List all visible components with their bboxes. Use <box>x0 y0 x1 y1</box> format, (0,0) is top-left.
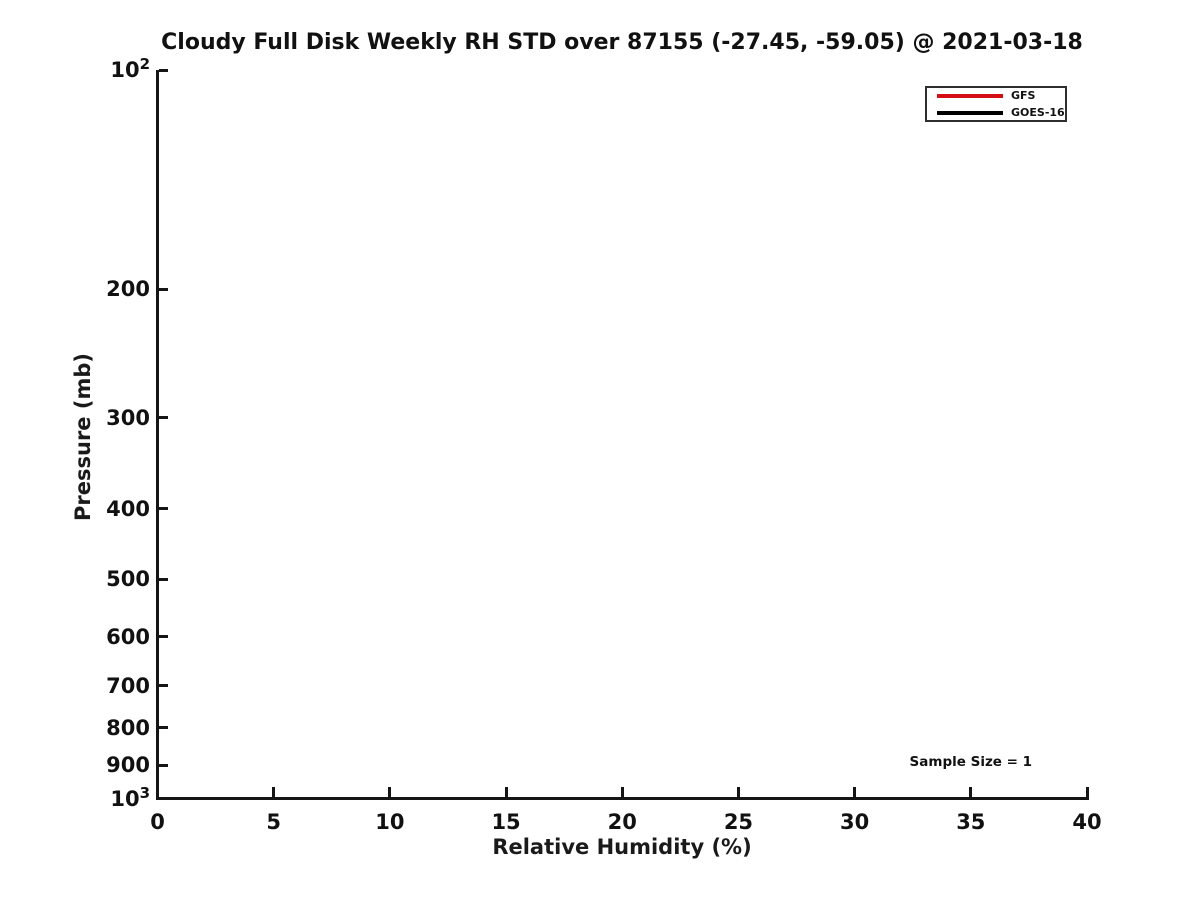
y-tick-mark <box>159 416 168 420</box>
y-tick-mark <box>159 577 168 581</box>
x-axis-line <box>156 797 1089 800</box>
y-axis-line <box>156 70 159 800</box>
legend: GFS GOES-16 <box>925 86 1067 122</box>
y-tick-mark <box>159 797 168 800</box>
y-axis-label: Pressure (mb) <box>71 353 95 521</box>
x-axis-label: Relative Humidity (%) <box>492 835 752 859</box>
chart-title: Cloudy Full Disk Weekly RH STD over 8715… <box>161 30 1083 55</box>
y-tick-label: 300 <box>106 405 150 430</box>
x-tick-label: 25 <box>723 810 754 834</box>
x-tick-label: 30 <box>840 810 870 834</box>
x-tick-mark <box>620 787 624 797</box>
x-tick-mark <box>272 787 276 797</box>
y-tick-mark <box>159 507 168 511</box>
x-tick-label: 5 <box>266 810 281 834</box>
x-tick-label: 15 <box>491 810 521 834</box>
y-tick-label: 400 <box>106 496 150 521</box>
tick-exponent: 3 <box>139 783 150 802</box>
y-tick-mark <box>159 68 168 72</box>
x-tick-label: 20 <box>607 810 637 834</box>
x-tick-mark <box>853 787 857 797</box>
y-tick-label: 200 <box>106 277 150 302</box>
legend-line-swatch <box>937 93 1003 98</box>
x-tick-mark <box>388 787 392 797</box>
legend-entry-label: GFS <box>1011 89 1036 102</box>
x-tick-label: 40 <box>1072 810 1102 834</box>
x-tick-mark <box>156 787 159 797</box>
legend-entry-label: GOES-16 <box>1011 106 1065 119</box>
y-tick-mark <box>159 763 168 767</box>
y-tick-mark <box>159 684 168 688</box>
legend-entry: GOES-16 <box>937 106 1065 119</box>
x-tick-label: 0 <box>150 810 165 834</box>
y-tick-label: 103 <box>110 783 150 811</box>
sample-size-annotation: Sample Size = 1 <box>909 754 1033 771</box>
y-tick-label: 900 <box>106 753 150 778</box>
y-tick-label: 600 <box>106 624 150 649</box>
y-tick-mark <box>159 726 168 730</box>
y-tick-label: 102 <box>110 55 150 83</box>
legend-line-swatch <box>937 110 1003 115</box>
y-tick-mark <box>159 635 168 639</box>
y-tick-label: 800 <box>106 715 150 740</box>
x-tick-label: 10 <box>375 810 405 834</box>
x-tick-mark <box>504 787 508 797</box>
x-tick-mark <box>736 787 740 797</box>
x-tick-mark <box>969 787 973 797</box>
tick-exponent: 2 <box>139 55 150 73</box>
x-tick-mark <box>1085 787 1089 797</box>
y-tick-mark <box>159 287 168 291</box>
x-tick-label: 35 <box>956 810 986 834</box>
y-tick-label: 700 <box>106 673 150 698</box>
y-tick-label: 500 <box>106 567 150 592</box>
legend-entry: GFS <box>937 89 1059 102</box>
